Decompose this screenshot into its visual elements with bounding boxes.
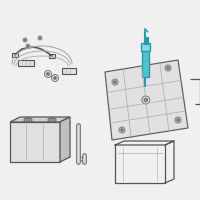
- Circle shape: [165, 65, 171, 71]
- Circle shape: [38, 36, 42, 40]
- Circle shape: [47, 73, 49, 75]
- Circle shape: [23, 38, 27, 42]
- Circle shape: [144, 98, 147, 102]
- Ellipse shape: [24, 118, 32, 122]
- Circle shape: [167, 67, 169, 69]
- Circle shape: [114, 81, 116, 83]
- Circle shape: [24, 39, 26, 41]
- Circle shape: [26, 44, 30, 48]
- Ellipse shape: [26, 119, 30, 121]
- Bar: [10, 122, 60, 162]
- Polygon shape: [10, 117, 70, 122]
- Circle shape: [52, 74, 58, 82]
- Ellipse shape: [48, 118, 56, 122]
- Bar: [144, 37, 148, 44]
- Bar: [141, 43, 150, 51]
- Ellipse shape: [50, 119, 54, 121]
- Polygon shape: [105, 60, 188, 140]
- Circle shape: [142, 96, 150, 104]
- Circle shape: [177, 119, 179, 121]
- Bar: [12, 53, 18, 57]
- Bar: [49, 54, 55, 58]
- Circle shape: [119, 127, 125, 133]
- Circle shape: [121, 129, 123, 131]
- Bar: [18, 60, 34, 66]
- Circle shape: [44, 71, 52, 77]
- Circle shape: [112, 79, 118, 85]
- Circle shape: [39, 37, 41, 39]
- Bar: [62, 68, 76, 74]
- Polygon shape: [60, 117, 70, 162]
- Circle shape: [27, 45, 29, 47]
- Circle shape: [54, 77, 56, 79]
- Circle shape: [175, 117, 181, 123]
- Bar: [142, 49, 149, 77]
